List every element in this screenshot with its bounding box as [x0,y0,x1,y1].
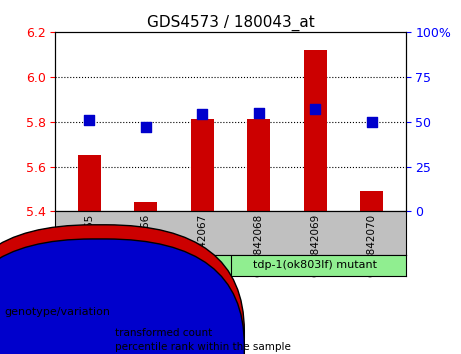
Text: tdp-1(ok803lf) mutant: tdp-1(ok803lf) mutant [253,260,377,270]
Bar [135,202,157,211]
Bar [304,50,326,211]
Text: GSM842069: GSM842069 [310,213,320,277]
Bar [361,191,383,211]
Bar [248,119,270,211]
Point [368,119,375,125]
Text: transformed count: transformed count [115,328,213,338]
Point [312,106,319,112]
Title: GDS4573 / 180043_at: GDS4573 / 180043_at [147,14,314,30]
Text: GSM842070: GSM842070 [367,213,377,277]
Point [199,112,206,117]
Text: GSM842068: GSM842068 [254,213,264,277]
Bar [78,155,100,211]
Text: GSM842065: GSM842065 [84,213,94,277]
Bar [191,119,213,211]
Text: wildtype: wildtype [122,260,170,270]
Text: percentile rank within the sample: percentile rank within the sample [115,342,291,352]
Point [255,110,262,115]
Text: GSM842066: GSM842066 [141,213,151,277]
Text: genotype/variation: genotype/variation [5,307,111,316]
Point [142,124,149,130]
Text: GSM842067: GSM842067 [197,213,207,277]
Point [86,117,93,123]
